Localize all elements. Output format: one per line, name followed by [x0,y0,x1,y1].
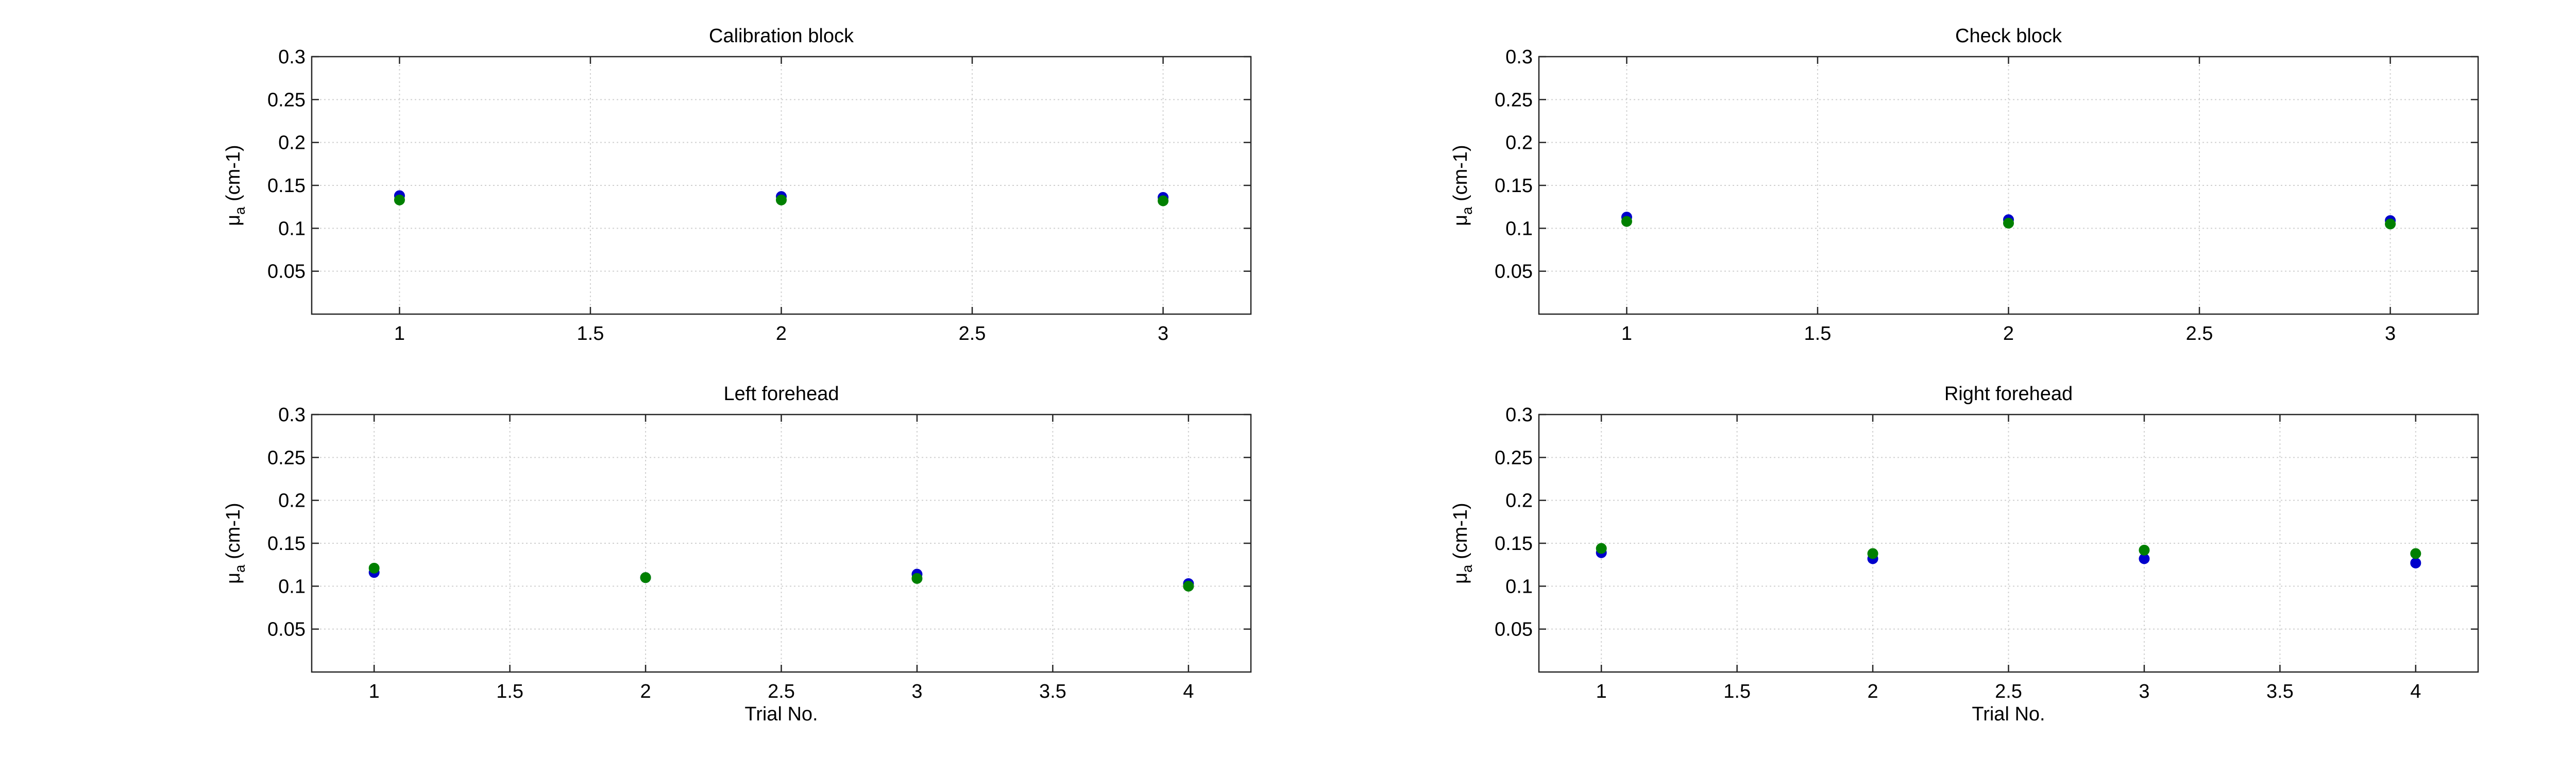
y-tick-label: 0.3 [1505,404,1533,426]
chart-title: Right forehead [1944,383,2073,405]
series-2 [1621,216,2396,230]
y-tick-label: 0.1 [278,218,306,239]
series-2 [1596,543,2421,559]
series-2 [394,194,1169,206]
y-axis-label: μa (cm-1) [223,503,248,583]
y-tick-label: 0.25 [267,447,306,469]
x-tick-label: 1.5 [496,681,523,702]
y-tick-label: 0.25 [1495,447,1533,469]
y-tick-label: 0.15 [1495,533,1533,555]
series-2 [368,562,1194,592]
x-tick-label: 2.5 [2186,323,2213,344]
x-tick-label: 1 [1596,681,1607,702]
data-point [394,194,405,205]
y-tick-label: 0.25 [267,89,306,111]
y-tick-label: 0.2 [278,490,306,512]
x-tick-label: 2.5 [959,323,986,344]
y-tick-label: 0.15 [267,533,306,555]
y-tick-label: 0.2 [1505,132,1533,154]
x-tick-label: 1 [369,681,380,702]
x-tick-label: 2.5 [768,681,795,702]
x-axis-label: Trial No. [744,703,818,725]
data-point [911,573,923,584]
y-tick-label: 0.1 [1505,218,1533,239]
y-axis-label: μa (cm-1) [1450,145,1475,226]
x-tick-label: 2.5 [1995,681,2022,702]
chart-check-block: 1 1.5 2 2.5 3 0.05 0.1 0.15 0.2 0.25 0.3 Check bloc… [1450,25,2479,344]
y-tick-label: 0.25 [1495,89,1533,111]
x-tick-label: 3 [2139,681,2149,702]
data-point [368,562,380,574]
chart-right-forehead: 1 1.5 2 2.5 3 3.5 4 0.05 0.1 0.15 0.2 0.25 0.3 Right … [1450,383,2479,725]
y-axis-label: μa (cm-1) [1450,503,1475,583]
x-axis-label: Trial No. [1972,703,2045,725]
data-point [776,194,787,205]
x-tick-label: 1.5 [1723,681,1751,702]
x-tick-label: 3 [1158,323,1168,344]
chart-left-forehead: 1 1.5 2 2.5 3 3.5 4 0.05 0.1 0.15 0.2 0.25 0.3 Left f… [223,383,1252,725]
data-point [1596,543,1607,554]
data-point [2410,548,2421,559]
x-tick-label: 2 [1867,681,1878,702]
y-axis-label: μa (cm-1) [223,145,248,226]
y-tick-label: 0.3 [1505,46,1533,68]
y-tick-label: 0.2 [278,132,306,154]
x-tick-label: 4 [1183,681,1194,702]
series-1 [368,567,1194,589]
y-tick-label: 0.05 [267,619,306,641]
y-tick-label: 0.3 [278,46,306,68]
y-tick-label: 0.15 [1495,175,1533,197]
x-tick-label: 1.5 [1804,323,1832,344]
data-point [1621,216,1632,227]
data-point [1867,548,1878,559]
data-point [2003,217,2014,229]
chart-title: Calibration block [709,25,854,47]
x-tick-label: 2 [2003,323,2014,344]
y-tick-label: 0.1 [278,576,306,597]
data-point [640,572,651,583]
y-tick-label: 0.05 [1495,261,1533,283]
y-tick-label: 0.2 [1505,490,1533,512]
y-tick-label: 0.15 [267,175,306,197]
data-point [1183,580,1194,592]
x-tick-label: 3.5 [1039,681,1066,702]
x-tick-label: 3.5 [2266,681,2294,702]
chart-title: Left forehead [724,383,839,405]
x-tick-label: 1 [1621,323,1632,344]
x-tick-label: 3 [911,681,922,702]
x-tick-label: 4 [2410,681,2421,702]
data-point [2410,557,2421,568]
y-tick-label: 0.3 [278,404,306,426]
data-point [2385,218,2396,230]
data-point [1158,195,1169,206]
x-tick-label: 3 [2385,323,2396,344]
y-tick-label: 0.05 [1495,619,1533,641]
x-tick-label: 1 [394,323,405,344]
data-point [2139,544,2150,556]
x-tick-label: 1.5 [577,323,604,344]
chart-calibration-block: 1 1.5 2 2.5 3 0.05 0.1 0.15 0.2 0.25 0.3 Calibratio… [223,25,1252,344]
y-tick-label: 0.1 [1505,576,1533,597]
chart-title: Check block [1955,25,2062,47]
x-tick-label: 2 [640,681,651,702]
y-tick-label: 0.05 [267,261,306,283]
x-tick-label: 2 [776,323,787,344]
